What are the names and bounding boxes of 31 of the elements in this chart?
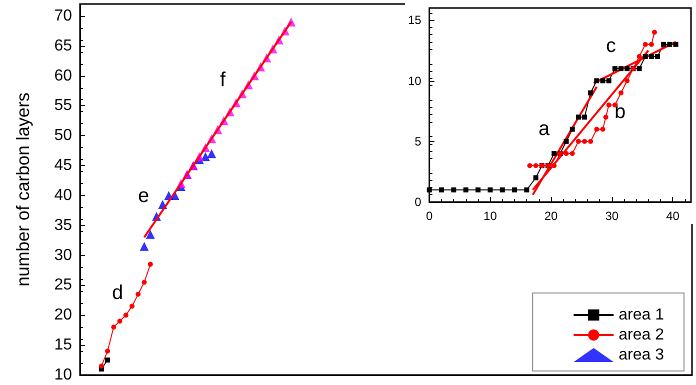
annotation: f bbox=[220, 69, 226, 91]
y-tick-label: 25 bbox=[54, 276, 72, 294]
annotation: a bbox=[538, 118, 550, 140]
y-tick-label: 20 bbox=[54, 306, 72, 324]
y-axis-title: number of carbon layers bbox=[13, 92, 33, 287]
x-tick-label: 10 bbox=[484, 209, 498, 223]
y-tick-label: 10 bbox=[54, 366, 72, 384]
annotation: d bbox=[112, 282, 124, 304]
y-tick-label: 15 bbox=[408, 13, 422, 28]
y-tick-label: 30 bbox=[54, 246, 72, 264]
y-tick-label: 35 bbox=[54, 216, 72, 234]
annotation: e bbox=[138, 185, 150, 207]
x-tick-label: 20 bbox=[544, 209, 558, 223]
x-tick-label: 0 bbox=[426, 209, 434, 223]
y-tick-label: 70 bbox=[54, 7, 72, 24]
y-tick-label: 60 bbox=[54, 67, 72, 84]
y-tick-label: 0 bbox=[414, 195, 422, 209]
y-tick-label: 50 bbox=[54, 127, 72, 144]
y-tick-label: 15 bbox=[54, 336, 72, 354]
y-tick-label: 40 bbox=[54, 186, 72, 204]
y-tick-label: 65 bbox=[54, 37, 72, 54]
legend-label: area 2 bbox=[618, 326, 664, 344]
legend-label: area 3 bbox=[618, 346, 664, 364]
y-tick-label: 45 bbox=[54, 157, 72, 174]
legend-label: area 1 bbox=[618, 306, 664, 324]
y-tick-label: 10 bbox=[408, 74, 422, 88]
y-tick-label: 5 bbox=[414, 134, 422, 148]
x-tick-label: 40 bbox=[666, 209, 680, 223]
x-tick-label: 30 bbox=[605, 209, 619, 223]
annotation: c bbox=[606, 35, 616, 57]
y-tick-label: 55 bbox=[54, 97, 72, 114]
